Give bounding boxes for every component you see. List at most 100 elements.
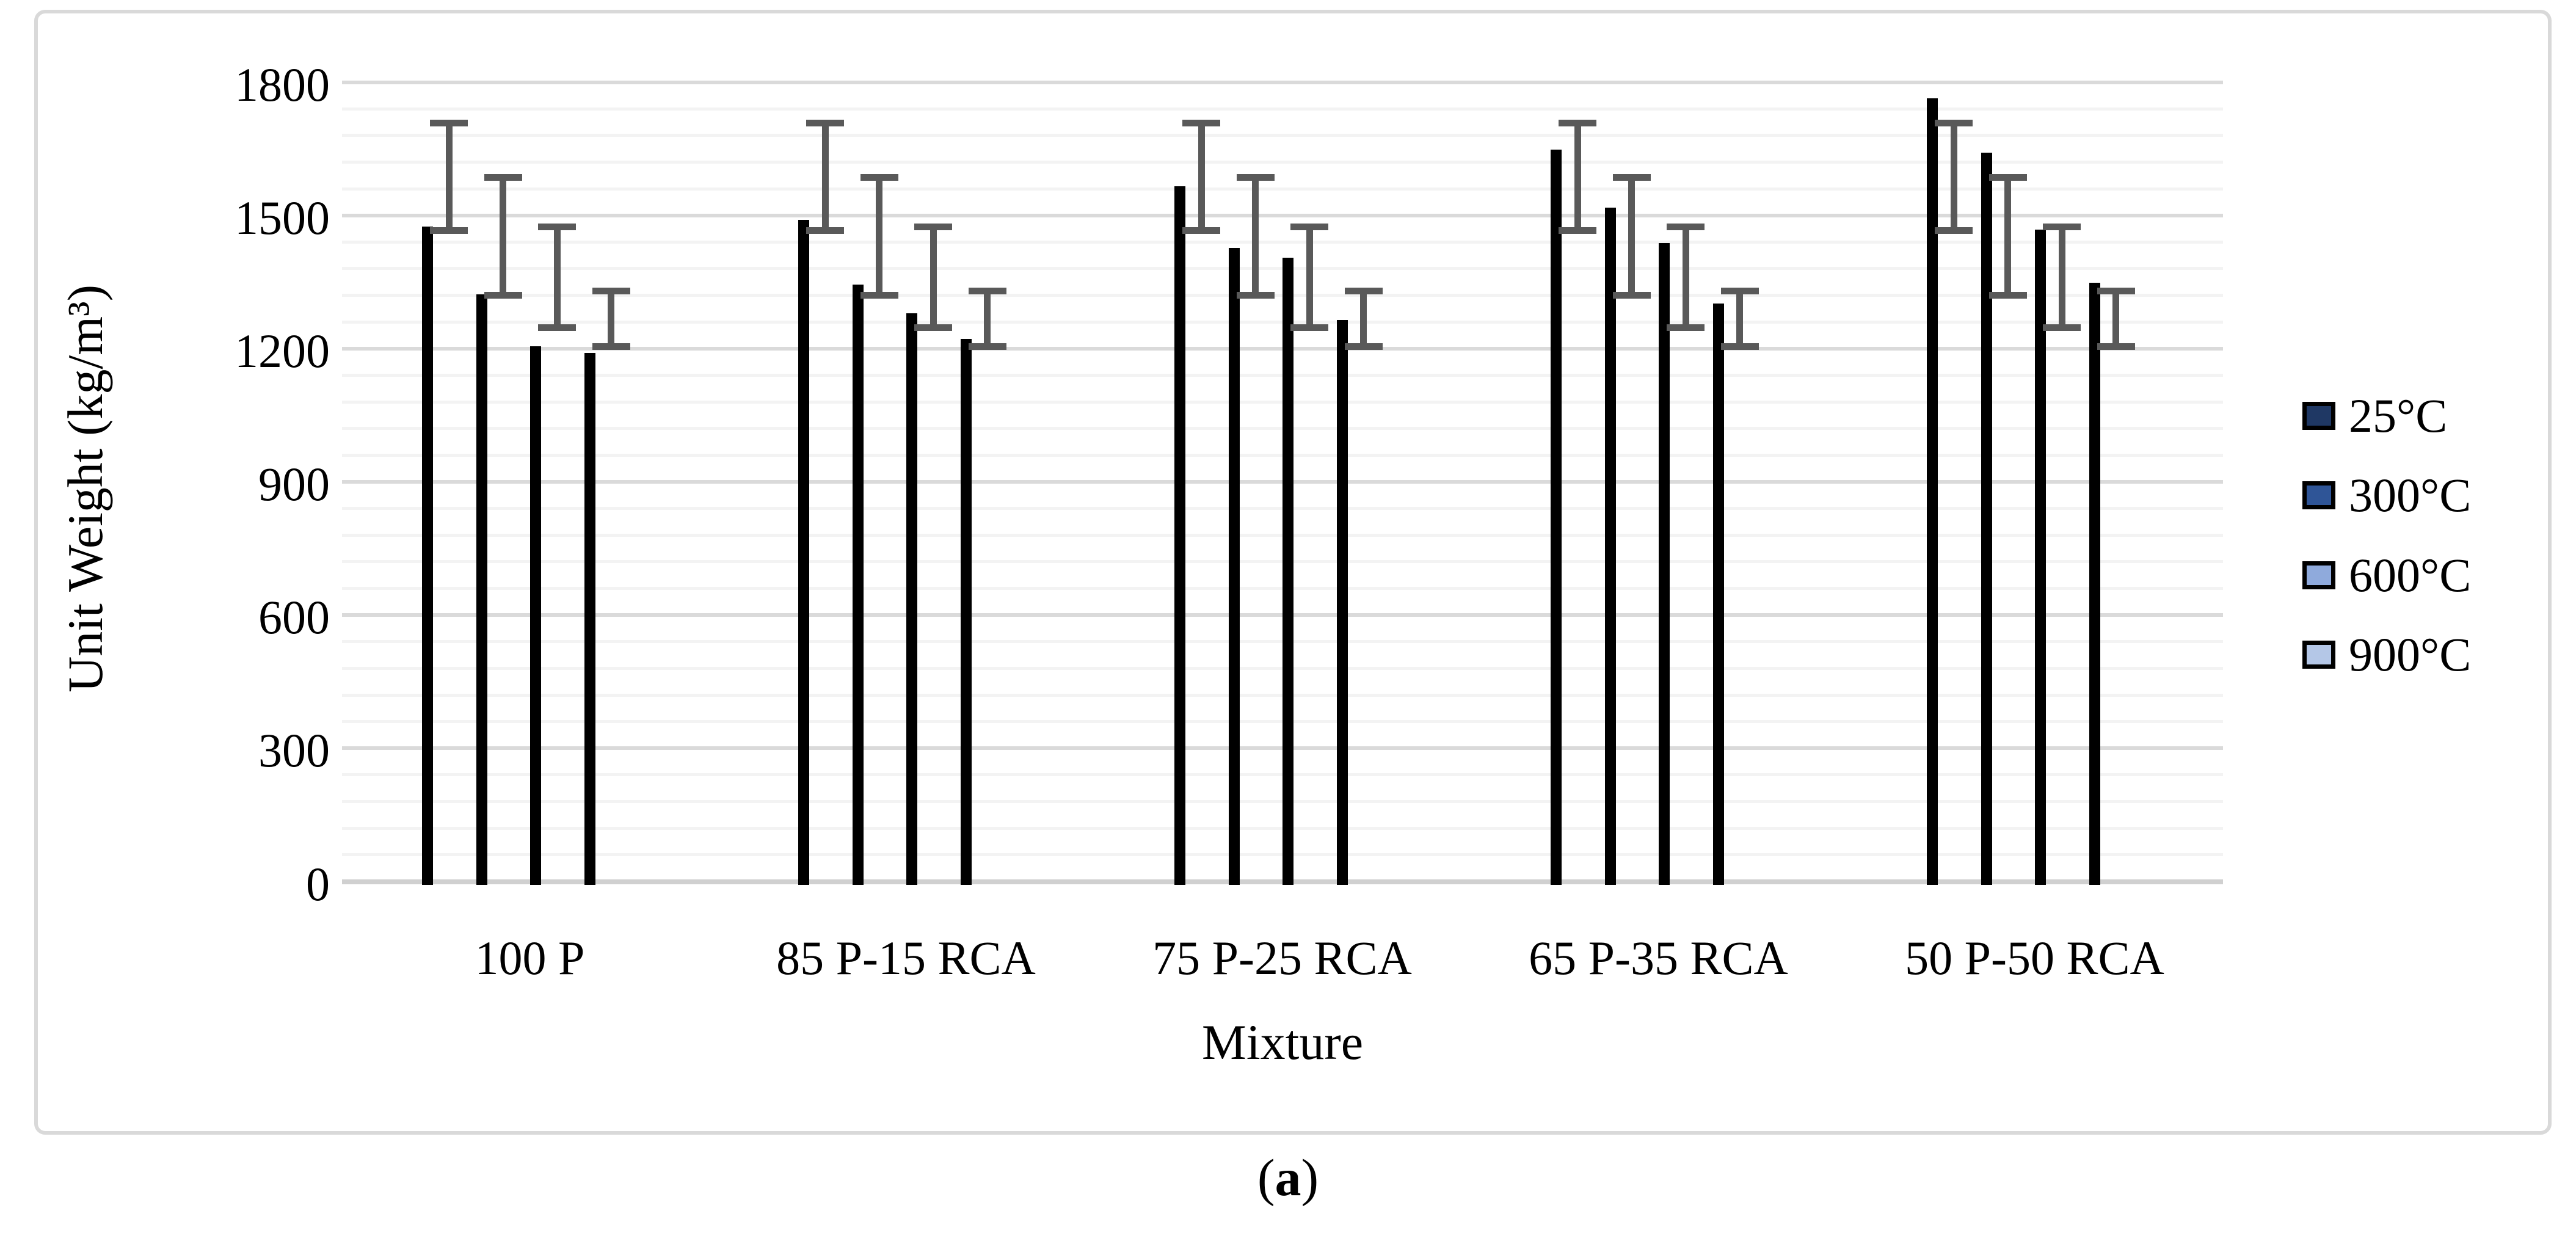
error-bar-bottom-cap [1612, 292, 1651, 299]
error-bar-top-cap [430, 119, 468, 126]
minor-gridline [342, 587, 2223, 591]
error-bar [500, 177, 507, 296]
error-bar-top-cap [1559, 119, 1597, 126]
x-category-label: 85 P-15 RCA [776, 931, 1036, 984]
error-bar-bottom-cap [484, 292, 522, 299]
error-bar-top-cap [806, 119, 845, 126]
minor-gridline [342, 160, 2223, 164]
minor-gridline [342, 400, 2223, 404]
major-gridline [342, 346, 2223, 351]
error-bar-bottom-cap [914, 324, 953, 332]
error-bar-bottom-cap [1988, 292, 2027, 299]
legend-swatch [2302, 641, 2335, 669]
error-bar-bottom-cap [968, 343, 1006, 350]
error-bar-bottom-cap [538, 324, 577, 332]
bar [422, 226, 434, 886]
bar [1981, 153, 1992, 886]
legend-swatch [2302, 481, 2335, 509]
error-bar [1950, 123, 1957, 231]
error-bar [1736, 291, 1744, 347]
error-bar-top-cap [592, 287, 630, 294]
error-bar [2058, 227, 2065, 328]
bar [1604, 208, 1616, 886]
bar [1174, 186, 1186, 886]
bar [1659, 243, 1670, 886]
bar [960, 338, 972, 886]
legend-label: 25°C [2349, 389, 2448, 442]
y-tick-label: 1500 [235, 191, 330, 244]
bar [476, 294, 487, 886]
error-bar-bottom-cap [1344, 343, 1383, 350]
error-bar-top-cap [1236, 174, 1275, 181]
bar [2089, 283, 2100, 886]
caption-close-paren: ) [1301, 1148, 1319, 1207]
minor-gridline [342, 800, 2223, 804]
error-bar [1198, 123, 1205, 231]
error-bar-top-cap [1290, 224, 1329, 231]
error-bar-top-cap [1720, 287, 1759, 294]
error-bar-bottom-cap [1935, 227, 1973, 234]
bar [1551, 150, 1562, 886]
bar [1336, 319, 1348, 886]
y-tick-label: 300 [258, 724, 330, 777]
error-bar [608, 291, 615, 347]
bar [1283, 257, 1294, 886]
error-bar-top-cap [1667, 224, 1705, 231]
error-bar-bottom-cap [2097, 343, 2135, 350]
minor-gridline [342, 187, 2223, 191]
error-bar-top-cap [860, 174, 898, 181]
legend-label: 300°C [2349, 468, 2472, 522]
legend-item: 900°C [2302, 627, 2471, 683]
y-tick-label: 1800 [235, 57, 330, 111]
bar [852, 285, 864, 886]
x-category-label: 50 P-50 RCA [1905, 931, 2164, 984]
minor-gridline [342, 720, 2223, 724]
caption-open-paren: ( [1257, 1148, 1275, 1207]
minor-gridline [342, 453, 2223, 457]
minor-gridline [342, 693, 2223, 697]
minor-gridline [342, 240, 2223, 244]
error-bar [1360, 291, 1367, 347]
minor-gridline [342, 373, 2223, 377]
error-bar-bottom-cap [1559, 227, 1597, 234]
error-bar-bottom-cap [2043, 324, 2081, 332]
minor-gridline [342, 507, 2223, 511]
error-bar [1252, 177, 1259, 296]
legend-label: 600°C [2349, 548, 2472, 602]
major-gridline [342, 80, 2223, 84]
error-bar [2004, 177, 2012, 296]
error-bar-top-cap [2043, 224, 2081, 231]
major-gridline [342, 613, 2223, 617]
error-bar-bottom-cap [1290, 324, 1329, 332]
y-tick-label: 900 [258, 457, 330, 511]
error-bar [1306, 227, 1313, 328]
error-bar-top-cap [1344, 287, 1383, 294]
error-bar-top-cap [1182, 119, 1221, 126]
y-tick-label: 600 [258, 591, 330, 644]
legend-swatch [2302, 561, 2335, 589]
major-gridline [342, 746, 2223, 751]
error-bar-top-cap [2097, 287, 2135, 294]
error-bar-bottom-cap [860, 292, 898, 299]
error-bar [445, 123, 453, 231]
minor-gridline [342, 427, 2223, 431]
bar [1228, 247, 1240, 886]
error-bar-top-cap [484, 174, 522, 181]
error-bar [553, 227, 561, 328]
x-category-label: 75 P-25 RCA [1152, 931, 1412, 984]
error-bar-bottom-cap [1236, 292, 1275, 299]
minor-gridline [342, 134, 2223, 137]
x-category-label: 65 P-35 RCA [1529, 931, 1788, 984]
y-tick-label: 1200 [235, 324, 330, 377]
x-category-label: 100 P [475, 931, 585, 984]
bar [530, 346, 542, 886]
error-bar-bottom-cap [1182, 227, 1221, 234]
figure-caption: (a) [0, 1147, 2576, 1208]
error-bar-bottom-cap [430, 227, 468, 234]
major-gridline [342, 213, 2223, 217]
error-bar-top-cap [914, 224, 953, 231]
error-bar [1628, 177, 1635, 296]
error-bar-top-cap [1935, 119, 1973, 126]
bar [1712, 303, 1724, 886]
